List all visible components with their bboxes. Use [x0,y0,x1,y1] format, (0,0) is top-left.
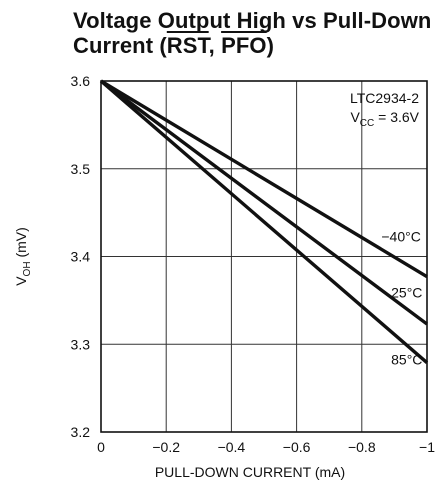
series-label: 25°C [391,285,422,301]
y-axis-label-main: V [13,276,29,286]
chart-title-separator: , [208,33,222,58]
chart-title-suffix: ) [266,33,275,58]
x-tick-label: −0.8 [348,439,376,455]
x-tick-label: −0.2 [152,439,180,455]
chart-title: Voltage Output High vs Pull-Down Current… [73,8,433,58]
x-tick-label: 0 [97,439,105,455]
series-label: −40°C [381,229,420,245]
series-line [100,79,428,279]
chart-title-line-2: Current (RST, PFO) [73,33,433,58]
y-tick-label: 3.6 [71,73,91,89]
chart-title-rst: RST [166,33,209,58]
series-line [99,79,429,364]
x-tick-label: −1 [419,439,435,455]
x-axis-label: PULL-DOWN CURRENT (mA) [155,464,345,480]
annotation-device: LTC2934-2 [350,90,419,106]
y-tick-label: 3.5 [71,161,91,177]
annotation-vcc-main: V [350,109,360,125]
x-tick-label: −0.4 [218,439,246,455]
plot-frame [100,80,428,433]
series-line [99,79,429,326]
y-tick-label: 3.3 [71,336,91,352]
series-label: 85°C [391,351,422,367]
annotation-vcc: VCC = 3.6V [350,109,419,129]
grid [101,81,427,432]
annotation-vcc-sub: CC [360,118,374,129]
y-tick-label: 3.2 [71,424,91,440]
x-tick-label: −0.6 [283,439,311,455]
chart-title-prefix: Current ( [73,33,167,58]
y-axis-label-sub: OH [22,261,33,276]
chart-title-pfo: PFO [221,33,267,58]
annotation-vcc-value: = 3.6V [374,109,419,125]
series-layer: −40°C 25°C 85°C [99,79,429,367]
y-axis-label: VOH (mV) [13,227,33,286]
chart-title-line-1: Voltage Output High vs Pull-Down [73,8,432,33]
y-tick-label: 3.4 [71,249,91,265]
tick-labels: 0 −0.2 −0.4 −0.6 −0.8 −1 3.2 3.3 3.4 3.5 3.6 [71,73,436,455]
y-axis-label-unit: (mV) [13,227,29,261]
